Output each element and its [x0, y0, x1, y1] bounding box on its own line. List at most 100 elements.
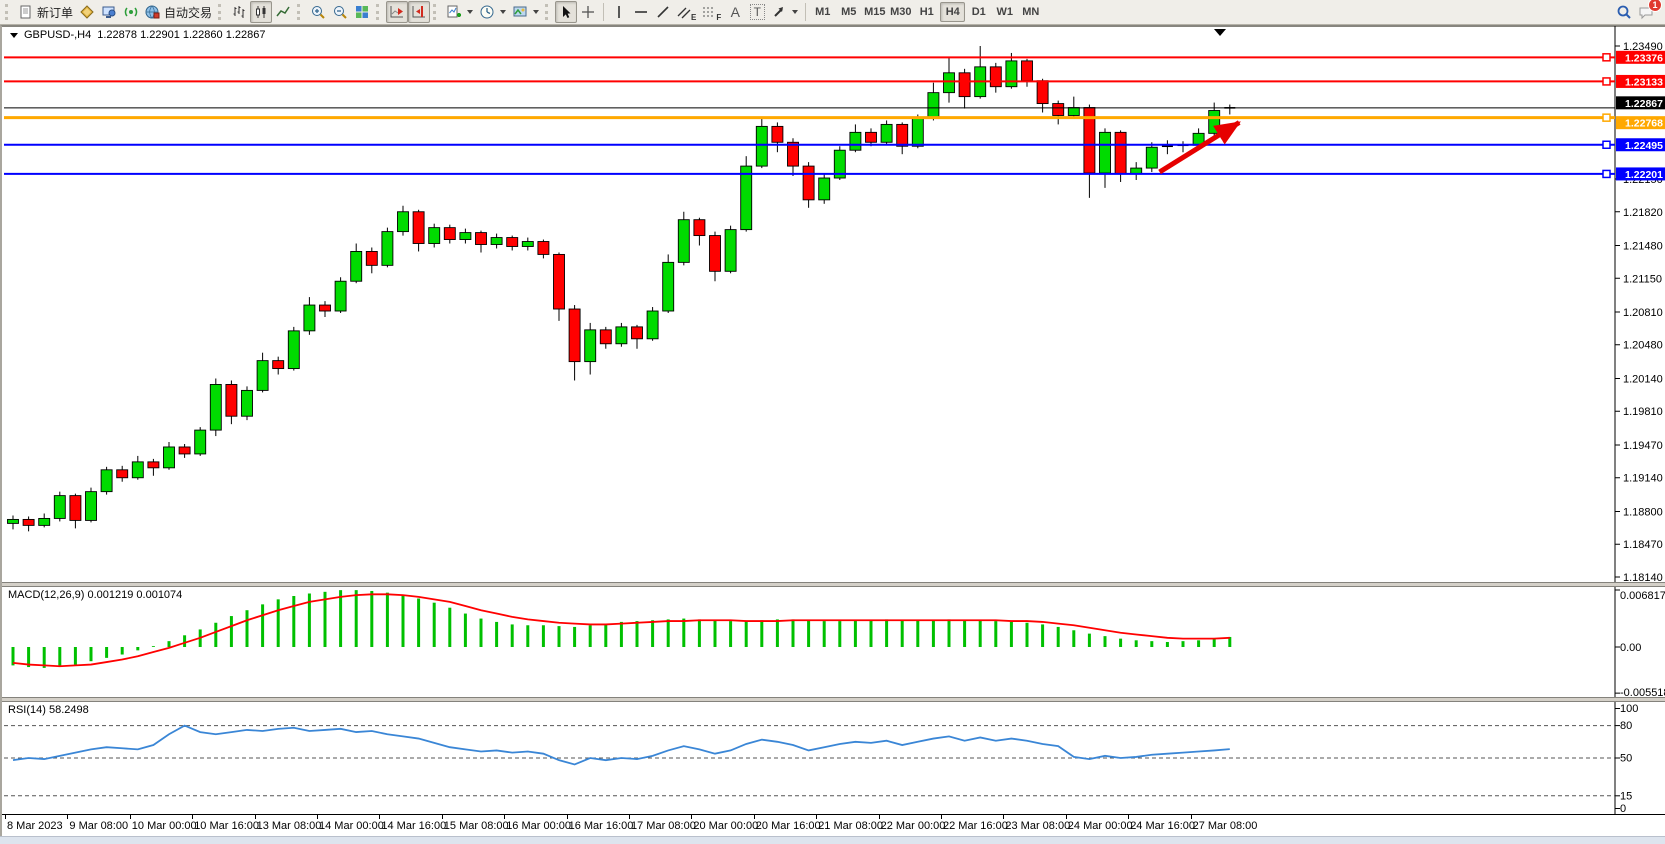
zoom-in-button[interactable] — [307, 1, 329, 23]
candle[interactable] — [209, 378, 222, 437]
candle[interactable] — [147, 458, 160, 476]
candle[interactable] — [771, 122, 784, 153]
candle[interactable] — [241, 386, 253, 421]
candle[interactable] — [1099, 128, 1111, 188]
timeframe-button-h4[interactable]: H4 — [940, 2, 966, 22]
new-chart-button[interactable] — [443, 1, 476, 23]
vertical-line-tool-button[interactable] — [608, 1, 630, 23]
candle[interactable] — [287, 326, 300, 371]
templates-button[interactable] — [509, 1, 542, 23]
auto-trading-button[interactable]: 自动交易 — [142, 1, 215, 23]
bar-chart-mode-button[interactable] — [228, 1, 250, 23]
candle[interactable] — [194, 427, 207, 456]
candle[interactable] — [459, 228, 472, 244]
fibonacci-tool-button[interactable]: F — [699, 1, 724, 23]
candle[interactable] — [818, 174, 831, 204]
candle[interactable] — [272, 356, 285, 375]
toolbar-grip[interactable] — [5, 4, 12, 20]
toolbar-grip[interactable] — [545, 4, 552, 20]
crosshair-tool-button[interactable] — [577, 1, 599, 23]
periods-button[interactable] — [476, 1, 509, 23]
candle[interactable] — [631, 324, 643, 349]
candle[interactable] — [1130, 162, 1143, 180]
candle[interactable] — [334, 277, 347, 313]
candle[interactable] — [85, 487, 97, 523]
toolbar-grip[interactable] — [376, 4, 383, 20]
hline-handle[interactable] — [1602, 77, 1611, 86]
panel-splitter[interactable] — [2, 697, 1665, 702]
chart-symbol-header[interactable]: GBPUSD-,H4 1.22878 1.22901 1.22860 1.228… — [10, 29, 265, 41]
time-axis[interactable]: 8 Mar 2023 9 Mar 08:00 10 Mar 00:00 10 Mar … — [2, 814, 1665, 836]
candle[interactable] — [537, 239, 550, 259]
candle[interactable] — [974, 46, 987, 99]
candle[interactable] — [693, 217, 706, 246]
toolbar-grip[interactable] — [218, 4, 225, 20]
chart-shift-button[interactable] — [408, 1, 431, 23]
candle[interactable] — [412, 209, 425, 252]
candle[interactable] — [662, 254, 675, 313]
candle[interactable] — [490, 233, 503, 249]
cursor-tool-button[interactable] — [555, 1, 578, 23]
timeframe-button-m5[interactable]: M5 — [841, 6, 857, 18]
candle[interactable] — [443, 224, 456, 244]
candle[interactable] — [615, 322, 628, 347]
candle[interactable] — [1052, 100, 1065, 125]
timeframe-button-w1[interactable]: W1 — [996, 6, 1014, 18]
tile-windows-button[interactable] — [351, 1, 373, 23]
signals-button[interactable] — [120, 1, 142, 23]
timeframe-button-mn[interactable]: MN — [1022, 6, 1040, 18]
macd-canvas[interactable]: 0.006817 0.00 -0.005518 — [2, 587, 1665, 697]
candle[interactable] — [381, 227, 394, 268]
candle[interactable] — [1161, 140, 1173, 155]
candle[interactable] — [521, 237, 534, 251]
candle[interactable] — [100, 466, 113, 495]
hline-handle[interactable] — [1602, 53, 1611, 62]
symbol-dropdown-icon[interactable] — [10, 32, 18, 38]
candle[interactable] — [599, 326, 612, 349]
candle[interactable] — [428, 223, 441, 248]
candle[interactable] — [319, 301, 331, 317]
toolbar-grip[interactable] — [433, 4, 440, 20]
candle[interactable] — [911, 114, 924, 149]
candle[interactable] — [927, 82, 940, 121]
candle[interactable] — [116, 465, 129, 482]
candle[interactable] — [256, 352, 269, 393]
candle[interactable] — [350, 243, 363, 284]
candlestick-mode-button[interactable] — [250, 1, 273, 23]
candle[interactable] — [709, 231, 721, 282]
candle[interactable] — [365, 247, 378, 274]
candle[interactable] — [849, 124, 862, 153]
candle[interactable] — [724, 225, 737, 274]
arrows-tool-button[interactable] — [768, 1, 801, 23]
terminal-button[interactable] — [98, 1, 120, 23]
arrow-annotation[interactable] — [1158, 120, 1241, 175]
candle[interactable] — [1177, 141, 1189, 153]
candle[interactable] — [880, 120, 893, 145]
candle[interactable] — [896, 122, 909, 155]
candle[interactable] — [131, 455, 144, 480]
timeframe-button-m30[interactable]: M30 — [890, 6, 912, 18]
candle[interactable] — [584, 322, 597, 375]
hline-handle[interactable] — [1602, 169, 1611, 179]
candle[interactable] — [163, 442, 175, 470]
timeframe-button-m15[interactable]: M15 — [864, 6, 886, 18]
candle[interactable] — [506, 235, 519, 251]
candle[interactable] — [943, 56, 955, 103]
market-watch-button[interactable] — [76, 1, 98, 23]
channel-tool-button[interactable]: E — [674, 1, 699, 23]
candle[interactable] — [178, 444, 191, 458]
candle[interactable] — [69, 493, 82, 529]
trendline-tool-button[interactable] — [652, 1, 674, 23]
candle[interactable] — [38, 513, 51, 528]
hline-handle[interactable] — [1602, 140, 1611, 150]
main-chart-canvas[interactable]: 1.234901.221501.218201.214801.211501.208… — [2, 26, 1665, 582]
hline-handle[interactable] — [1602, 113, 1611, 122]
candle[interactable] — [22, 516, 35, 532]
candle[interactable] — [303, 297, 316, 335]
timeframe-button-m1[interactable]: M1 — [815, 6, 831, 18]
candle[interactable] — [989, 62, 1002, 93]
candle[interactable] — [740, 156, 753, 232]
toolbar-grip[interactable] — [297, 4, 304, 20]
text-label-tool-button[interactable]: T — [746, 1, 768, 23]
candle[interactable] — [755, 116, 768, 169]
